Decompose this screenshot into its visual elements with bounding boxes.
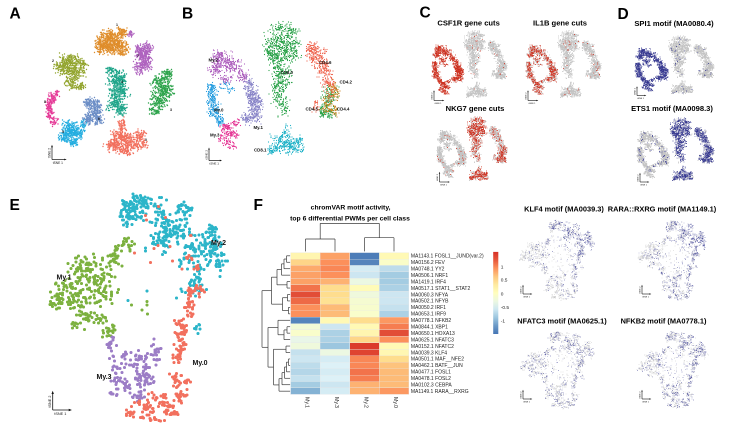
svg-text:-1: -1: [501, 318, 506, 324]
svg-text:MA0650.1 HOXA13: MA0650.1 HOXA13: [411, 331, 455, 337]
svg-text:tSNE 1: tSNE 1: [209, 162, 219, 166]
svg-text:tSNE 2: tSNE 2: [639, 286, 642, 294]
svg-text:tSNE 2: tSNE 2: [48, 395, 52, 407]
svg-text:B: B: [182, 5, 193, 22]
svg-text:MA0462.1 BATF__JUN: MA0462.1 BATF__JUN: [411, 363, 463, 369]
svg-text:tSNE 2: tSNE 2: [637, 174, 640, 182]
svg-text:chromVAR motif activity,: chromVAR motif activity,: [311, 204, 391, 211]
svg-text:A: A: [10, 5, 21, 22]
svg-text:tSNE 2: tSNE 2: [205, 150, 209, 160]
svg-text:tSNE 1: tSNE 1: [523, 400, 531, 403]
svg-text:SPI1 motif (MA0080.4): SPI1 motif (MA0080.4): [634, 19, 714, 28]
svg-text:tSNE 2: tSNE 2: [520, 391, 523, 399]
svg-text:tSNE 2: tSNE 2: [436, 173, 439, 181]
svg-text:C: C: [420, 5, 431, 22]
svg-text:NFATC3 motif (MA0625.1): NFATC3 motif (MA0625.1): [517, 317, 607, 326]
svg-text:tSNE 2: tSNE 2: [525, 92, 528, 100]
svg-text:tSNE 1: tSNE 1: [529, 102, 537, 105]
svg-text:tSNE 1: tSNE 1: [435, 102, 443, 105]
svg-text:tSNE 2: tSNE 2: [520, 286, 523, 294]
svg-text:tSNE 1: tSNE 1: [637, 97, 645, 100]
svg-text:CD8.1: CD8.1: [254, 148, 267, 153]
svg-text:MA0102.3 CEBPA: MA0102.3 CEBPA: [411, 383, 452, 389]
svg-text:MA0653.1 IRF9: MA0653.1 IRF9: [411, 312, 446, 318]
svg-text:MA0477.1 FOSL1: MA0477.1 FOSL1: [411, 370, 451, 376]
svg-text:My.1: My.1: [254, 125, 264, 130]
svg-text:CD4.4: CD4.4: [337, 107, 350, 112]
svg-text:My.3: My.3: [210, 133, 220, 138]
svg-text:NFKB2 motif (MA0778.1): NFKB2 motif (MA0778.1): [621, 317, 707, 326]
svg-text:MA0478.1 FOSL2: MA0478.1 FOSL2: [411, 376, 451, 382]
svg-text:My.2: My.2: [363, 397, 369, 408]
svg-text:MA1419.1 IRF4: MA1419.1 IRF4: [411, 279, 446, 285]
svg-text:top 6 differential PWMs per ce: top 6 differential PWMs per cell class: [290, 216, 410, 223]
svg-text:MA0517.1 STAT1__STAT2: MA0517.1 STAT1__STAT2: [411, 286, 471, 292]
svg-text:2: 2: [52, 59, 54, 63]
svg-text:CD4.5: CD4.5: [306, 107, 319, 112]
svg-text:My.1: My.1: [57, 275, 72, 282]
svg-text:tSNE 1: tSNE 1: [640, 183, 648, 186]
svg-text:MA0039.3 KLF4: MA0039.3 KLF4: [411, 350, 447, 356]
svg-text:My.3: My.3: [333, 397, 339, 408]
svg-text:My.0: My.0: [392, 397, 398, 408]
svg-text:NKG7 gene cuts: NKG7 gene cuts: [446, 104, 505, 113]
svg-text:1: 1: [116, 23, 118, 27]
svg-text:CD4.2: CD4.2: [340, 79, 353, 84]
svg-text:tSNE 1: tSNE 1: [54, 412, 66, 416]
svg-text:RARA::RXRG motif (MA1149.1): RARA::RXRG motif (MA1149.1): [608, 205, 717, 214]
svg-text:MA0844.1 XBP1: MA0844.1 XBP1: [411, 325, 448, 331]
svg-text:CD8.0: CD8.0: [281, 70, 294, 75]
svg-text:tSNE 1: tSNE 1: [642, 295, 650, 298]
svg-text:tSNE 1: tSNE 1: [53, 161, 63, 165]
svg-text:CSF1R gene cuts: CSF1R gene cuts: [437, 19, 499, 28]
svg-text:My.1: My.1: [304, 397, 310, 408]
svg-text:MA0778.1 NFKB2: MA0778.1 NFKB2: [411, 318, 452, 324]
svg-text:D: D: [618, 6, 629, 23]
svg-text:MA0050.2 IRF1: MA0050.2 IRF1: [411, 305, 446, 311]
svg-text:6: 6: [98, 117, 100, 121]
svg-text:tSNE 1: tSNE 1: [642, 400, 650, 403]
svg-text:My.2: My.2: [211, 240, 226, 247]
svg-text:MA0152.1 NFATC2: MA0152.1 NFATC2: [411, 344, 454, 350]
svg-text:MA0060.3 NFYA: MA0060.3 NFYA: [411, 292, 449, 298]
svg-text:My.2: My.2: [209, 58, 219, 63]
svg-text:tSNE 2: tSNE 2: [48, 148, 52, 158]
svg-text:tSNE 2: tSNE 2: [639, 391, 642, 399]
svg-text:MA1149.1 RARA__RXRG: MA1149.1 RARA__RXRG: [411, 389, 469, 395]
svg-text:1: 1: [501, 265, 504, 271]
svg-text:My.0: My.0: [193, 360, 208, 367]
svg-text:MA0502.1 NFYB: MA0502.1 NFYB: [411, 299, 449, 305]
svg-text:My.0: My.0: [214, 108, 224, 113]
svg-text:MA1143.1 FOSL1__JUND(var.2): MA1143.1 FOSL1__JUND(var.2): [411, 254, 484, 260]
svg-text:MA0625.1 NFATC3: MA0625.1 NFATC3: [411, 337, 454, 343]
svg-text:5: 5: [62, 130, 64, 134]
svg-text:CD4.6: CD4.6: [319, 60, 332, 65]
svg-text:tSNE 1: tSNE 1: [440, 183, 448, 186]
svg-text:8: 8: [44, 100, 46, 104]
svg-text:MA0506.1 NRF1: MA0506.1 NRF1: [411, 273, 448, 279]
svg-text:7: 7: [137, 54, 139, 58]
svg-text:MA0501.1 MAF__NFE2: MA0501.1 MAF__NFE2: [411, 357, 464, 363]
svg-text:F: F: [254, 197, 263, 214]
svg-text:ETS1 motif (MA0098.3): ETS1 motif (MA0098.3): [631, 104, 713, 113]
svg-text:tSNE 2: tSNE 2: [431, 92, 434, 100]
svg-text:My.3: My.3: [97, 374, 112, 381]
svg-text:0: 0: [145, 138, 147, 142]
svg-text:tSNE 2: tSNE 2: [634, 87, 637, 95]
svg-text:0.5: 0.5: [501, 277, 508, 283]
svg-text:MA0156.2 FEV: MA0156.2 FEV: [411, 260, 446, 266]
svg-text:MA0748.1 YY2: MA0748.1 YY2: [411, 267, 445, 273]
svg-text:tSNE 1: tSNE 1: [523, 295, 531, 298]
svg-text:0: 0: [501, 291, 504, 297]
svg-text:3: 3: [170, 108, 172, 112]
svg-text:E: E: [10, 197, 20, 214]
svg-text:IL1B gene cuts: IL1B gene cuts: [533, 19, 587, 28]
svg-text:4: 4: [121, 80, 123, 84]
svg-text:KLF4 motif (MA0039.3): KLF4 motif (MA0039.3): [524, 205, 604, 214]
svg-text:-0.5: -0.5: [501, 305, 510, 311]
